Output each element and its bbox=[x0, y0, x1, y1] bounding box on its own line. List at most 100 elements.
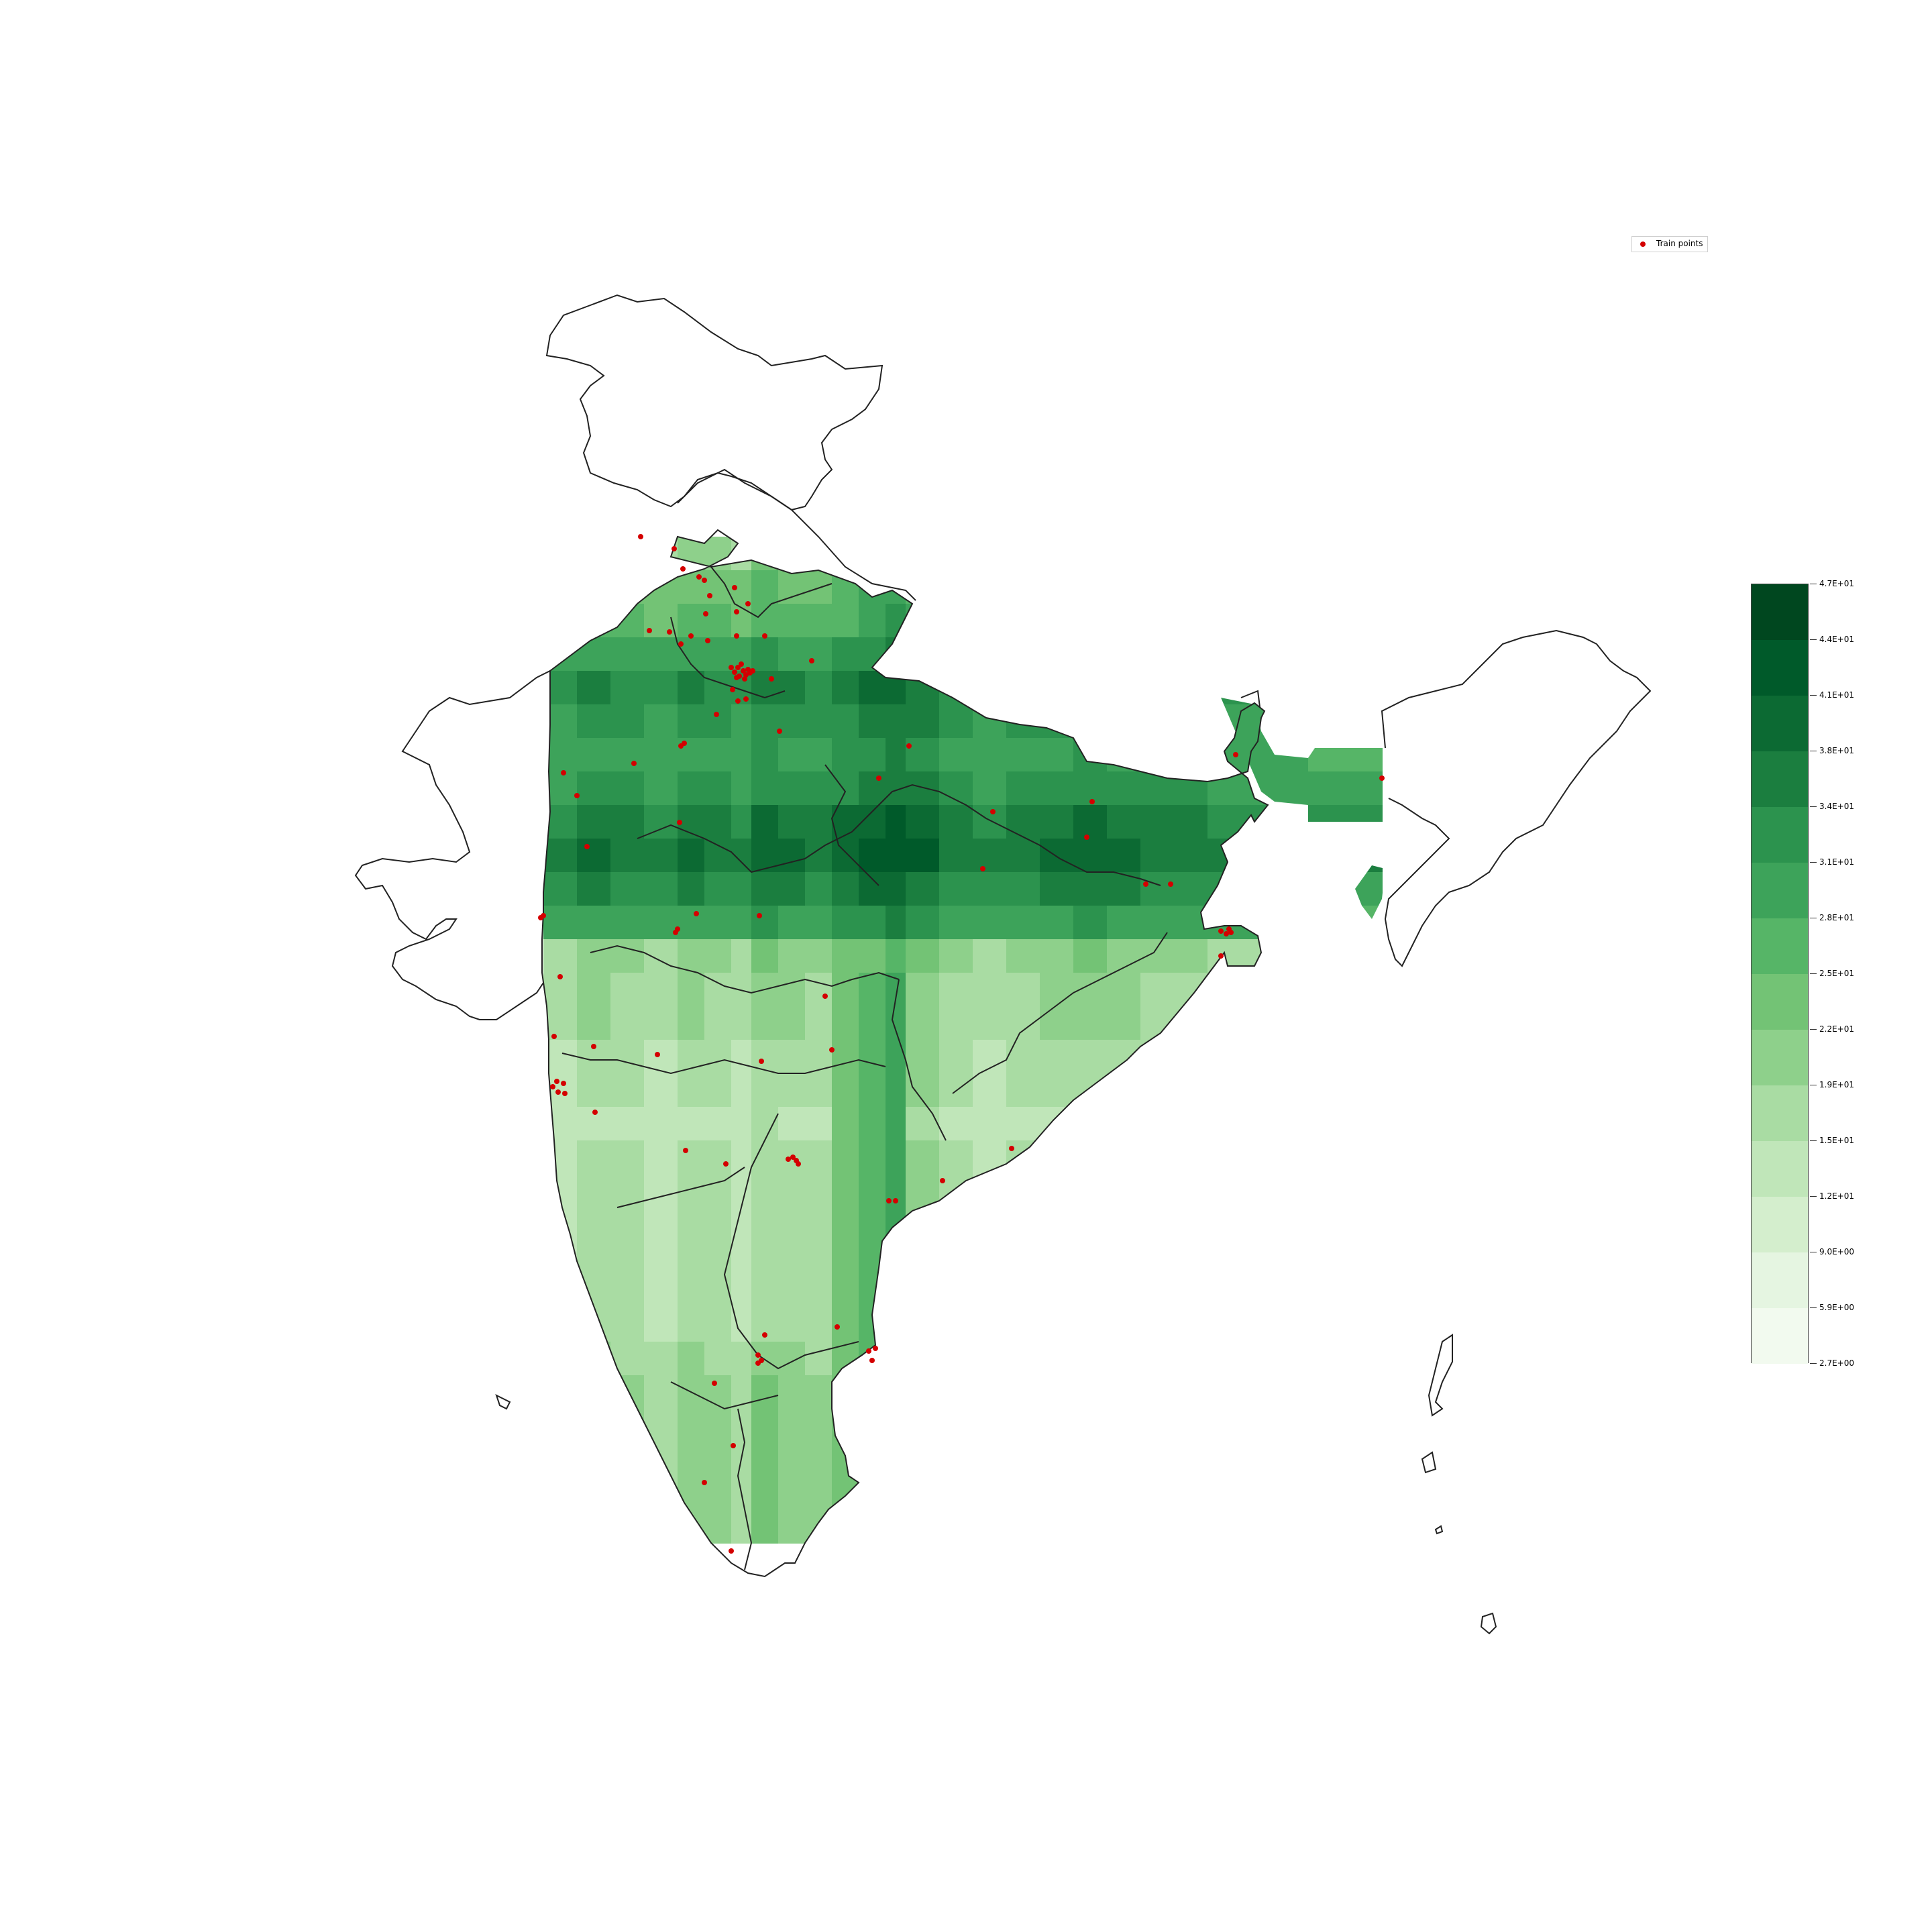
heatmap-cell bbox=[1308, 537, 1342, 571]
heatmap-cell bbox=[859, 1006, 886, 1040]
train-point bbox=[732, 669, 737, 675]
heatmap-cell bbox=[973, 1208, 1007, 1242]
heatmap-cell bbox=[1174, 537, 1208, 571]
heatmap-cell bbox=[644, 1375, 678, 1409]
heatmap-cell bbox=[1140, 1476, 1175, 1510]
heatmap-cell bbox=[751, 872, 779, 906]
heatmap-cell bbox=[1174, 1509, 1208, 1544]
heatmap-cell bbox=[906, 671, 940, 705]
heatmap-cell bbox=[1006, 604, 1040, 638]
heatmap-cell bbox=[543, 537, 578, 571]
heatmap-cell bbox=[644, 1509, 678, 1544]
heatmap-cell bbox=[1140, 839, 1175, 873]
heatmap-cell bbox=[885, 1107, 906, 1141]
train-point bbox=[734, 675, 739, 680]
heatmap-cell bbox=[1140, 771, 1175, 806]
heatmap-cell bbox=[610, 604, 645, 638]
heatmap-cell bbox=[1006, 805, 1040, 839]
heatmap-cell bbox=[906, 604, 940, 638]
train-point bbox=[822, 994, 828, 999]
heatmap-cell bbox=[1241, 1208, 1275, 1242]
train-point bbox=[702, 578, 707, 583]
heatmap-cell bbox=[1241, 939, 1275, 973]
heatmap-cell bbox=[751, 1073, 779, 1108]
train-point bbox=[562, 1091, 568, 1096]
heatmap-cell bbox=[805, 805, 833, 839]
heatmap-cell bbox=[577, 1442, 611, 1477]
heatmap-cell bbox=[1308, 771, 1342, 806]
heatmap-cell bbox=[906, 1241, 940, 1275]
heatmap-cell bbox=[751, 1442, 779, 1477]
heatmap-cell bbox=[644, 771, 678, 806]
heatmap-cell bbox=[610, 1275, 645, 1309]
heatmap-cell bbox=[1342, 1342, 1383, 1376]
heatmap-cell bbox=[939, 1442, 973, 1477]
heatmap-cell bbox=[1174, 1174, 1208, 1208]
heatmap-cell bbox=[610, 1073, 645, 1108]
heatmap-cell bbox=[731, 805, 752, 839]
heatmap-cell bbox=[1040, 1174, 1074, 1208]
heatmap-cell bbox=[1308, 1375, 1342, 1409]
heatmap-cell bbox=[678, 604, 705, 638]
train-point bbox=[678, 743, 684, 749]
heatmap-cell bbox=[805, 1275, 833, 1309]
heatmap-cell bbox=[885, 1040, 906, 1074]
heatmap-cell bbox=[1073, 1409, 1108, 1443]
heatmap-cell bbox=[1275, 1375, 1309, 1409]
heatmap-cell bbox=[906, 1107, 940, 1141]
heatmap-cell bbox=[1107, 1140, 1141, 1175]
heatmap-cell bbox=[1308, 1409, 1342, 1443]
heatmap-cell bbox=[751, 1409, 779, 1443]
heatmap-cell bbox=[644, 1241, 678, 1275]
heatmap-cell bbox=[731, 1275, 752, 1309]
heatmap-cell bbox=[543, 604, 578, 638]
heatmap-cell bbox=[704, 1073, 732, 1108]
heatmap-cell bbox=[1006, 1308, 1040, 1342]
heatmap-cell bbox=[1208, 1409, 1242, 1443]
heatmap-cell bbox=[906, 906, 940, 940]
heatmap-cell bbox=[1241, 1509, 1275, 1544]
heatmap-cell bbox=[1073, 872, 1108, 906]
heatmap-cell bbox=[885, 872, 906, 906]
heatmap-cell bbox=[832, 1208, 859, 1242]
heatmap-cell bbox=[973, 1476, 1007, 1510]
heatmap-cell bbox=[1006, 671, 1040, 705]
heatmap-cell bbox=[610, 1174, 645, 1208]
heatmap-cell bbox=[1140, 637, 1175, 672]
heatmap-cell bbox=[1174, 1375, 1208, 1409]
heatmap-cell bbox=[610, 704, 645, 739]
heatmap-cell bbox=[704, 1409, 732, 1443]
heatmap-cell bbox=[751, 771, 779, 806]
train-point bbox=[1224, 931, 1229, 936]
heatmap-cell bbox=[906, 1140, 940, 1175]
heatmap-cell bbox=[704, 704, 732, 739]
heatmap-cell bbox=[610, 1006, 645, 1040]
heatmap-cell bbox=[1241, 1342, 1275, 1376]
heatmap-cell bbox=[1241, 973, 1275, 1007]
heatmap-cell bbox=[1006, 1073, 1040, 1108]
heatmap-cell bbox=[859, 738, 886, 772]
heatmap-cell bbox=[1174, 1409, 1208, 1443]
heatmap-cell bbox=[1073, 1308, 1108, 1342]
heatmap-cell bbox=[678, 1241, 705, 1275]
heatmap-cell bbox=[939, 1342, 973, 1376]
heatmap-cell bbox=[1275, 1476, 1309, 1510]
train-point bbox=[735, 665, 741, 670]
heatmap-cell bbox=[678, 1073, 705, 1108]
heatmap-cell bbox=[1174, 939, 1208, 973]
colorbar-tick-label: 2.7E+00 bbox=[1819, 1358, 1854, 1368]
heatmap-cell bbox=[731, 771, 752, 806]
heatmap-cell bbox=[832, 872, 859, 906]
heatmap-cell bbox=[543, 570, 578, 604]
heatmap-cell bbox=[832, 637, 859, 672]
legend-label: Train points bbox=[1656, 239, 1703, 248]
heatmap-cell bbox=[1073, 1208, 1108, 1242]
heatmap-field bbox=[543, 537, 1383, 1544]
heatmap-cell bbox=[832, 973, 859, 1007]
heatmap-cell bbox=[1241, 604, 1275, 638]
train-point bbox=[631, 761, 637, 766]
train-point bbox=[712, 1381, 717, 1386]
heatmap-cell bbox=[577, 1509, 611, 1544]
heatmap-cell bbox=[1208, 872, 1242, 906]
heatmap-cell bbox=[805, 704, 833, 739]
